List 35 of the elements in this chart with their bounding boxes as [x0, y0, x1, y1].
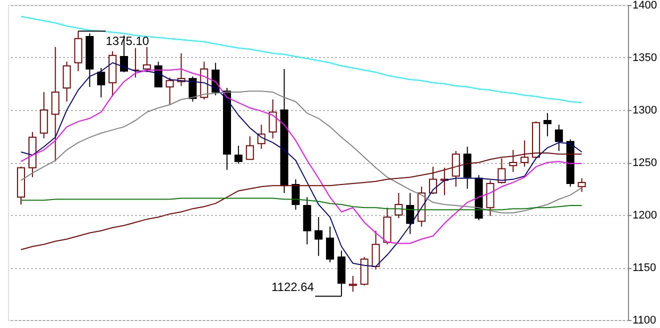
candlestick [372, 230, 380, 270]
candlestick [257, 124, 266, 150]
candlestick [246, 136, 254, 160]
candlestick [498, 158, 506, 184]
candlestick [429, 166, 438, 194]
candlestick [131, 48, 140, 78]
y-tick-label: 1200 [632, 210, 657, 222]
candlestick [166, 76, 174, 106]
candlestick [154, 61, 162, 88]
y-tick-label: 1350 [632, 52, 657, 64]
y-tick-label: 1150 [632, 262, 656, 274]
candlestick [51, 46, 60, 162]
candlestick [348, 275, 357, 292]
y-tick-label: 1300 [632, 104, 657, 116]
candlestick [394, 192, 403, 219]
candlestick [406, 192, 414, 234]
candlestick [97, 68, 106, 98]
candlestick [543, 112, 552, 137]
candlestick [314, 216, 323, 256]
candlestick [234, 145, 242, 164]
candlestick [268, 99, 277, 139]
candlestick [554, 124, 563, 152]
candlestick [142, 46, 151, 73]
candlestick [62, 61, 71, 102]
line-series [20, 16, 582, 104]
candlestick [292, 178, 300, 210]
annotation: 1122.64 [271, 280, 314, 294]
y-tick-label: 1100 [632, 314, 656, 326]
candlestick [463, 146, 472, 190]
y-tick-label: 1400 [632, 0, 657, 12]
candlestick [188, 76, 197, 102]
candlestick [326, 226, 334, 263]
candlestick [578, 178, 586, 192]
y-tick-label: 1250 [632, 157, 657, 169]
candlestick [40, 92, 48, 139]
